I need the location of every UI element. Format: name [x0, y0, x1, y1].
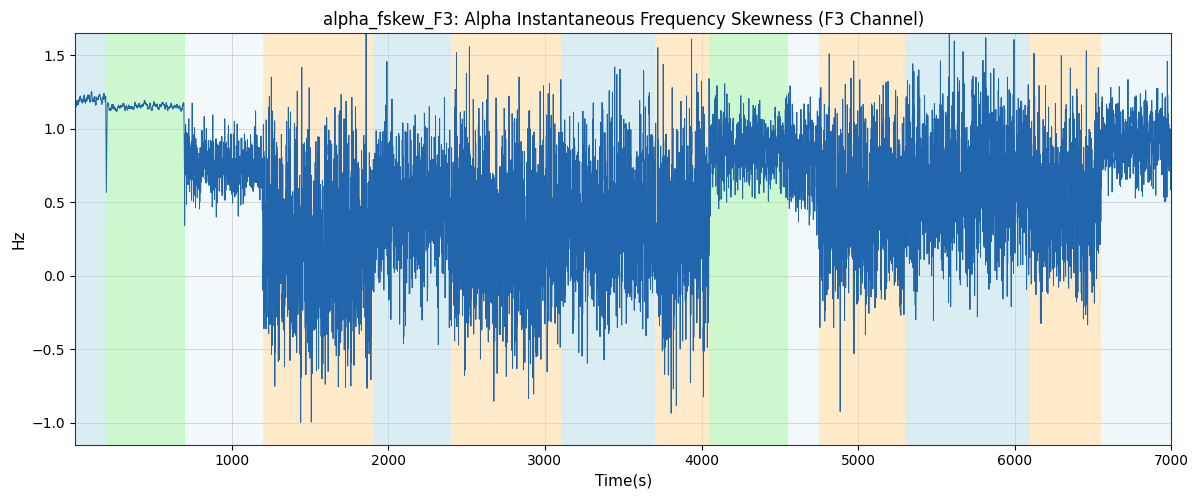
Bar: [709, 34, 787, 445]
Bar: [818, 34, 905, 445]
Bar: [905, 34, 1031, 445]
Bar: [1100, 34, 1171, 445]
Bar: [185, 34, 263, 445]
Bar: [654, 34, 709, 445]
Bar: [451, 34, 560, 445]
Title: alpha_fskew_F3: Alpha Instantaneous Frequency Skewness (F3 Channel): alpha_fskew_F3: Alpha Instantaneous Freq…: [323, 11, 924, 30]
Bar: [560, 34, 654, 445]
Bar: [787, 34, 818, 445]
Bar: [1031, 34, 1100, 445]
Bar: [263, 34, 373, 445]
Bar: [373, 34, 451, 445]
Y-axis label: Hz: Hz: [11, 230, 26, 249]
Bar: [107, 34, 185, 445]
X-axis label: Time(s): Time(s): [594, 474, 652, 489]
Bar: [76, 34, 107, 445]
